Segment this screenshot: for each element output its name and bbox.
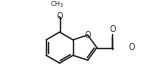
Text: O: O	[56, 12, 63, 21]
Text: O: O	[85, 31, 91, 40]
Text: O: O	[128, 43, 135, 52]
Text: CH$_3$: CH$_3$	[50, 0, 65, 10]
Text: O: O	[109, 25, 116, 34]
